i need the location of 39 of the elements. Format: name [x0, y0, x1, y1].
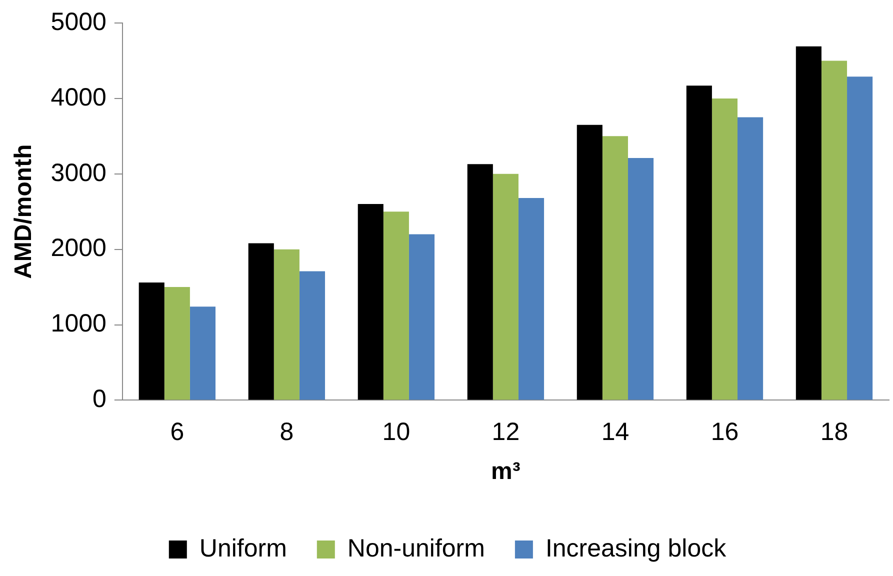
x-tick-label: 6: [170, 418, 184, 446]
bar: [686, 86, 712, 400]
bar: [821, 60, 848, 400]
bar: [274, 249, 300, 400]
x-axis-title: m³: [491, 458, 520, 486]
y-tick-label: 2000: [50, 234, 106, 262]
y-tick-label: 4000: [50, 83, 106, 112]
legend-label: Non-uniform: [347, 534, 485, 562]
bar: [712, 98, 738, 400]
bar: [847, 76, 873, 400]
bar: [602, 136, 628, 400]
bar: [628, 158, 654, 400]
bar: [467, 164, 493, 400]
y-axis-title: AMD/month: [10, 144, 38, 279]
bar: [190, 306, 216, 400]
x-tick-label: 12: [492, 418, 520, 446]
bar: [138, 282, 164, 400]
y-tick-label: 1000: [50, 310, 106, 338]
bar: [492, 174, 518, 400]
bar: [576, 124, 602, 400]
bar: [164, 287, 190, 400]
x-tick-label: 8: [280, 418, 294, 446]
legend-label: Increasing block: [545, 534, 727, 562]
legend-label: Uniform: [199, 534, 287, 562]
x-tick-label: 14: [601, 418, 630, 446]
y-tick-label: 5000: [50, 8, 106, 36]
y-tick-label: 3000: [50, 158, 106, 187]
bar: [248, 243, 274, 400]
bar: [358, 204, 384, 400]
x-tick-label: 18: [820, 418, 848, 446]
bar: [299, 271, 326, 400]
bar: [796, 46, 822, 400]
x-tick-label: 16: [710, 418, 739, 446]
bar: [738, 117, 764, 400]
bar: [383, 212, 409, 400]
bar: [518, 198, 544, 400]
bar: [408, 234, 435, 400]
x-tick-label: 10: [382, 418, 410, 446]
y-tick-label: 0: [92, 385, 106, 414]
